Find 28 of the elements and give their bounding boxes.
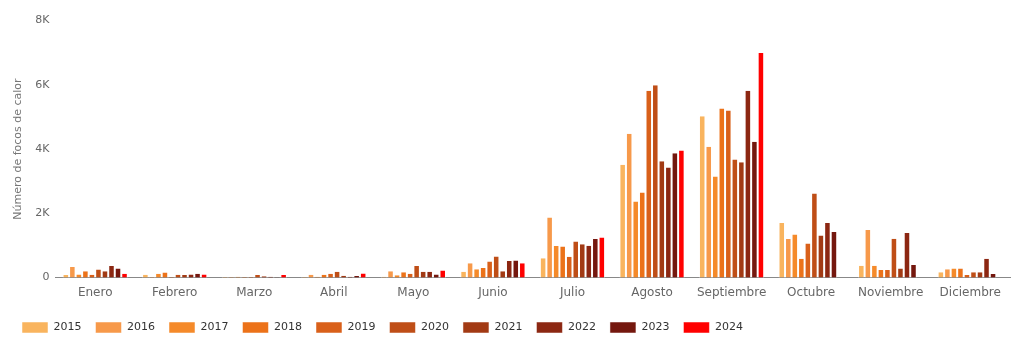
legend-label: 2023 — [641, 320, 670, 334]
y-axis-title: Número de focos de calor — [11, 77, 25, 220]
legend-label: 2024 — [714, 320, 743, 334]
legend-label: 2018 — [273, 320, 302, 334]
legend-label: 2021 — [494, 320, 523, 334]
x-tick-label: Octubre — [787, 284, 836, 299]
legend-label: 2016 — [126, 320, 155, 334]
x-tick-label: Abril — [320, 284, 348, 299]
legend-label: 2019 — [347, 320, 376, 334]
x-tick-label: Junio — [477, 284, 508, 299]
y-tick-label: 0 — [42, 270, 50, 284]
legend-label: 2020 — [420, 320, 449, 334]
legend-label: 2022 — [567, 320, 596, 334]
y-tick-label: 2K — [35, 206, 51, 220]
x-tick-label: Septiembre — [696, 284, 767, 299]
x-tick-label: Diciembre — [939, 284, 1001, 299]
x-tick-label: Julio — [558, 284, 586, 299]
legend-label: 2017 — [200, 320, 229, 334]
y-tick-label: 4K — [35, 141, 51, 155]
y-tick-label: 8K — [35, 13, 51, 27]
legend-label: 2015 — [53, 320, 82, 334]
x-tick-label: Agosto — [631, 284, 673, 299]
x-tick-label: Marzo — [236, 284, 273, 299]
x-tick-label: Enero — [77, 284, 113, 299]
x-tick-label: Mayo — [397, 284, 430, 299]
x-tick-label: Noviembre — [857, 284, 924, 299]
x-tick-label: Febrero — [152, 284, 198, 299]
y-tick-label: 6K — [35, 77, 51, 91]
